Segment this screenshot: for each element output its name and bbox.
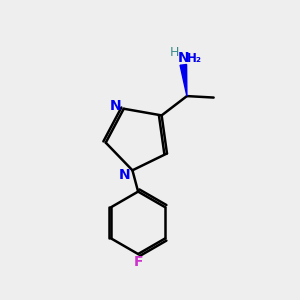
Text: H₂: H₂ <box>187 52 202 65</box>
Polygon shape <box>180 64 187 96</box>
Text: N: N <box>110 99 121 113</box>
Text: N: N <box>118 168 130 182</box>
Text: H: H <box>170 46 179 59</box>
Text: F: F <box>134 255 143 269</box>
Text: N: N <box>178 51 190 65</box>
